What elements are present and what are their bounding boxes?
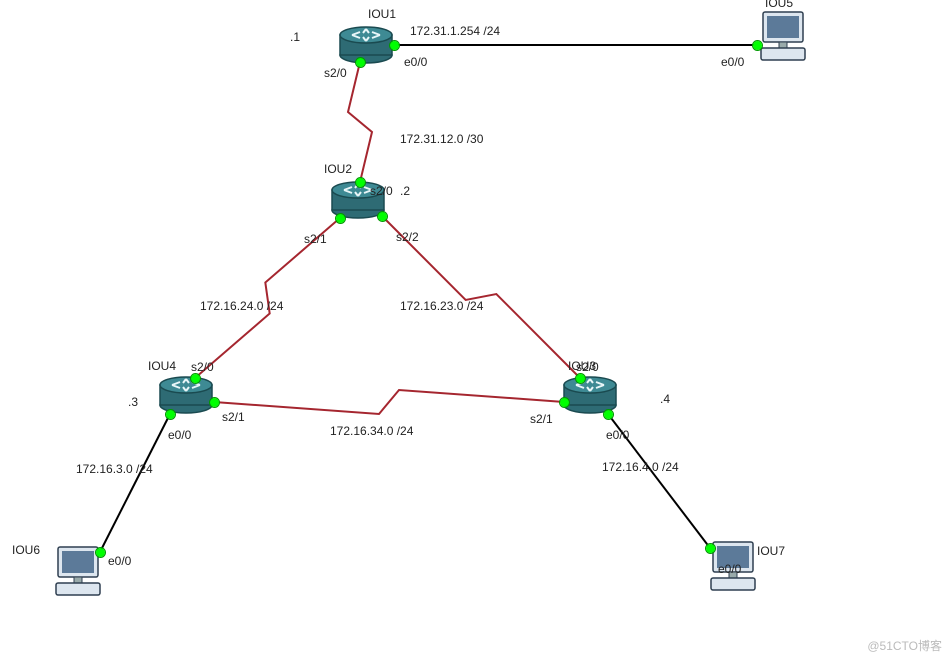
topology-canvas: { "type": "network", "canvas": { "w": 95…	[0, 0, 950, 660]
node-label-IOU4: IOU4	[148, 359, 176, 373]
router-IOU3	[562, 375, 618, 415]
port-label: e0/0	[404, 55, 427, 69]
router-IOU1	[338, 25, 394, 65]
port-dot	[356, 178, 365, 187]
net-label: 172.16.34.0 /24	[330, 424, 413, 438]
port-dot	[191, 374, 200, 383]
port-dot	[576, 374, 585, 383]
net-label: .4	[660, 392, 670, 406]
port-dot	[166, 410, 175, 419]
port-dot	[96, 548, 105, 557]
pc-IOU5	[755, 10, 815, 65]
node-label-IOU1: IOU1	[368, 7, 396, 21]
port-label: s2/0	[576, 360, 599, 374]
node-label-IOU6: IOU6	[12, 543, 40, 557]
port-dot	[356, 58, 365, 67]
port-dot	[390, 41, 399, 50]
net-label: 172.31.12.0 /30	[400, 132, 483, 146]
net-label: .1	[290, 30, 300, 44]
port-label: s2/1	[222, 410, 245, 424]
port-label: s2/1	[530, 412, 553, 426]
port-label: s2/0	[324, 66, 347, 80]
port-label: e0/0	[721, 55, 744, 69]
port-dot	[560, 398, 569, 407]
node-label-IOU7: IOU7	[757, 544, 785, 558]
links-layer	[0, 0, 950, 660]
net-label: .2	[400, 184, 410, 198]
port-label: s2/0	[370, 184, 393, 198]
port-dot	[210, 398, 219, 407]
port-label: s2/1	[304, 232, 327, 246]
net-label: 172.16.4.0 /24	[602, 460, 679, 474]
net-label: 172.16.23.0 /24	[400, 299, 483, 313]
port-label: e0/0	[108, 554, 131, 568]
port-dot	[336, 214, 345, 223]
port-dot	[604, 410, 613, 419]
router-IOU4	[158, 375, 214, 415]
port-label: e0/0	[606, 428, 629, 442]
net-label: 172.16.3.0 /24	[76, 462, 153, 476]
port-dot	[753, 41, 762, 50]
net-label: .3	[128, 395, 138, 409]
watermark: @51CTO博客	[867, 637, 942, 654]
net-label: 172.16.24.0 /24	[200, 299, 283, 313]
net-label: 172.31.1.254 /24	[410, 24, 500, 38]
port-dot	[706, 544, 715, 553]
port-label: s2/0	[191, 360, 214, 374]
port-dot	[378, 212, 387, 221]
node-label-IOU5: IOU5	[765, 0, 793, 10]
node-label-IOU2: IOU2	[324, 162, 352, 176]
port-label: e0/0	[718, 562, 741, 576]
port-label: e0/0	[168, 428, 191, 442]
port-label: s2/2	[396, 230, 419, 244]
